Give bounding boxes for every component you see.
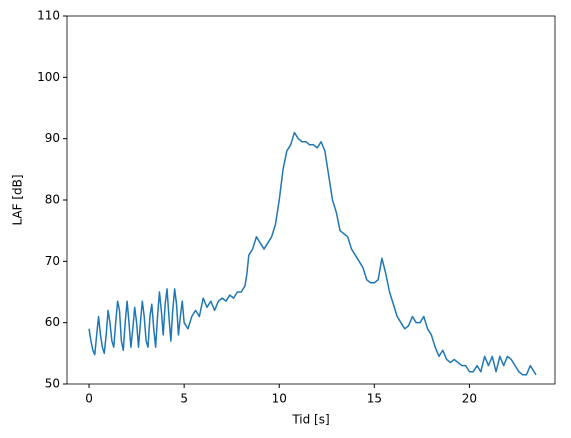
y-axis-label: LAF [dB]: [11, 174, 25, 225]
y-tick-label: 60: [45, 315, 60, 329]
x-tick-label: 10: [272, 392, 287, 406]
y-tick-label: 110: [37, 9, 60, 23]
y-tick-label: 70: [45, 254, 60, 268]
y-tick-label: 90: [45, 131, 60, 145]
y-tick-label: 80: [45, 193, 60, 207]
x-tick-label: 5: [180, 392, 188, 406]
data-line: [88, 131, 537, 376]
x-tick-label: 20: [462, 392, 477, 406]
x-tick-label: 15: [367, 392, 382, 406]
y-tick-label: 100: [37, 70, 60, 84]
x-axis-label: Tid [s]: [291, 413, 329, 427]
plot-frame: [66, 15, 556, 385]
x-tick-label: 0: [85, 392, 93, 406]
y-tick-label: 50: [45, 377, 60, 391]
